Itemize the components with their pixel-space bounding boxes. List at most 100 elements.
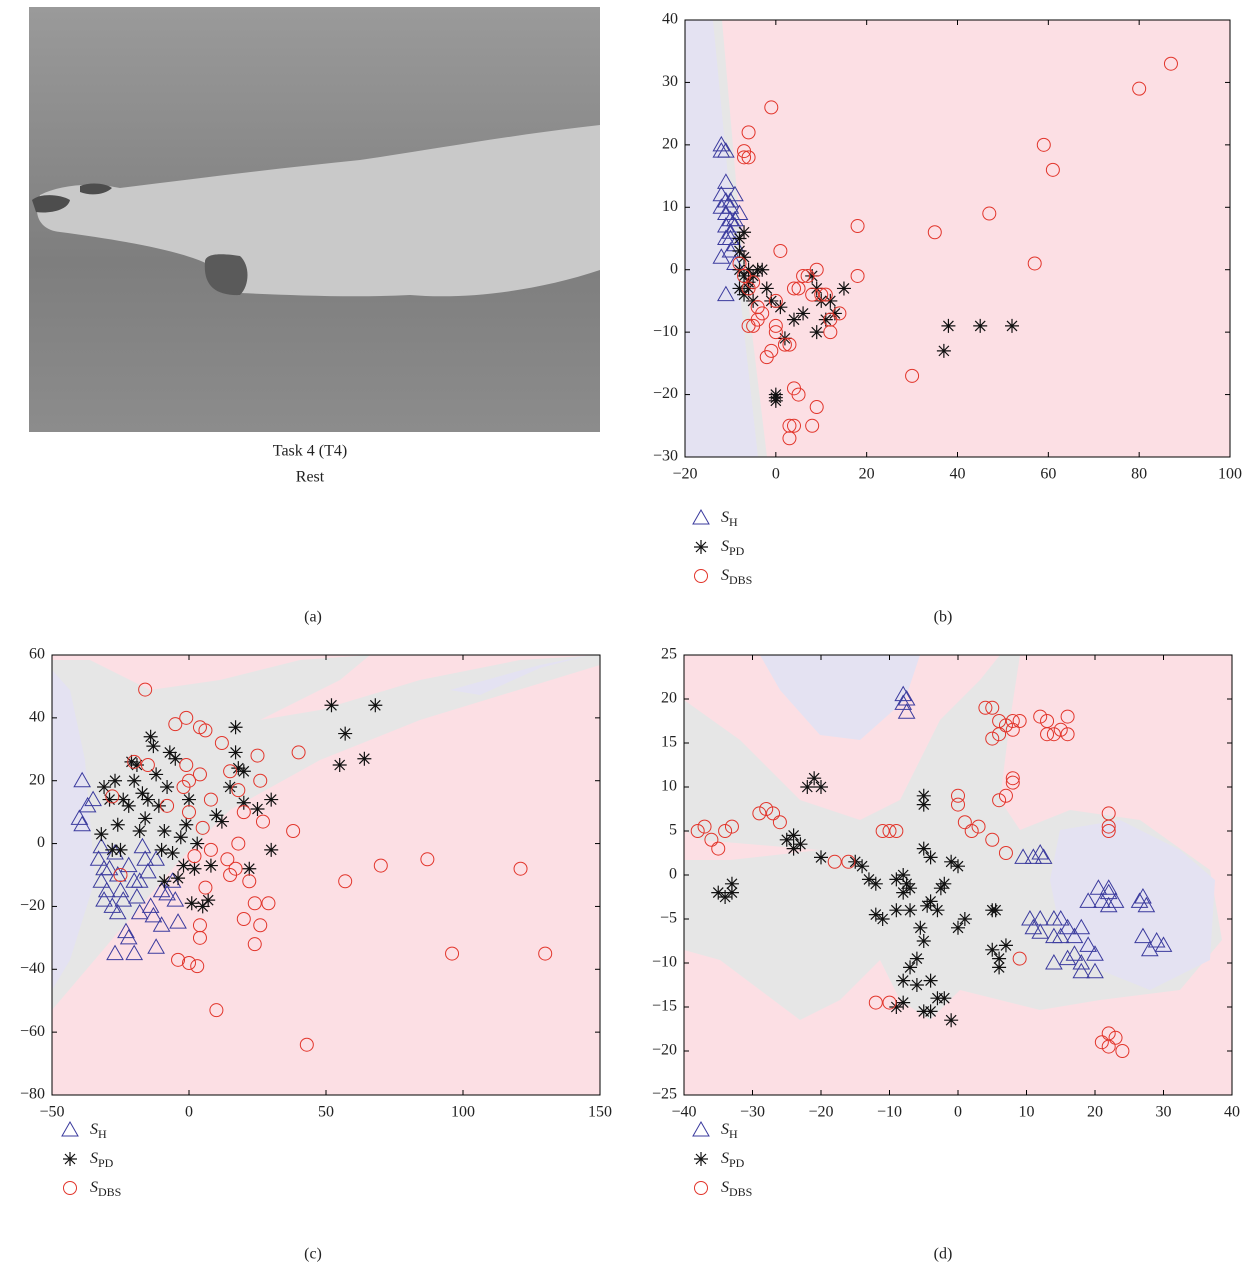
point bbox=[992, 960, 1006, 974]
legend-label: SH bbox=[90, 1121, 107, 1141]
x-tick-label: 100 bbox=[1218, 466, 1242, 483]
point bbox=[127, 774, 141, 788]
point bbox=[122, 799, 136, 813]
point bbox=[903, 960, 917, 974]
point bbox=[941, 319, 955, 333]
point bbox=[920, 899, 934, 913]
x-tick-label: 0 bbox=[954, 1104, 962, 1121]
point bbox=[934, 881, 948, 895]
legend-name: S bbox=[721, 567, 729, 584]
point bbox=[876, 912, 890, 926]
point bbox=[951, 921, 965, 935]
point bbox=[917, 842, 931, 856]
point bbox=[133, 824, 147, 838]
y-tick-label: 30 bbox=[662, 73, 678, 90]
y-tick-label: −20 bbox=[653, 385, 678, 402]
y-tick-label: −15 bbox=[652, 998, 677, 1015]
legend-name: S bbox=[721, 509, 729, 526]
point bbox=[910, 978, 924, 992]
point bbox=[944, 1013, 958, 1027]
point bbox=[913, 921, 927, 935]
point bbox=[814, 850, 828, 864]
point bbox=[937, 344, 951, 358]
photo-caption: Rest bbox=[296, 469, 325, 486]
y-tick-label: 0 bbox=[669, 866, 677, 883]
point bbox=[737, 225, 751, 239]
point bbox=[171, 871, 185, 885]
point bbox=[97, 780, 111, 794]
point bbox=[157, 874, 171, 888]
x-tick-label: 10 bbox=[1019, 1104, 1035, 1121]
legend-subscript: H bbox=[729, 1127, 738, 1141]
legend-subscript: PD bbox=[729, 544, 745, 558]
x-tick-label: 40 bbox=[1224, 1104, 1240, 1121]
legend-marker bbox=[694, 540, 708, 554]
point bbox=[229, 745, 243, 759]
point bbox=[146, 739, 160, 753]
legend-subscript: PD bbox=[98, 1156, 114, 1170]
point bbox=[869, 877, 883, 891]
point bbox=[973, 319, 987, 333]
panel-label: (b) bbox=[934, 609, 953, 626]
point bbox=[215, 815, 229, 829]
legend-subscript: PD bbox=[729, 1156, 745, 1170]
point bbox=[201, 893, 215, 907]
point bbox=[989, 903, 1003, 917]
y-tick-label: 20 bbox=[662, 136, 678, 153]
point bbox=[242, 862, 256, 876]
y-tick-label: −25 bbox=[652, 1086, 677, 1103]
y-tick-label: −10 bbox=[653, 323, 678, 340]
legend-name: S bbox=[90, 1150, 98, 1167]
point bbox=[837, 281, 851, 295]
x-tick-label: 60 bbox=[1040, 466, 1056, 483]
point bbox=[338, 727, 352, 741]
legend-marker bbox=[63, 1152, 77, 1166]
x-tick-label: 0 bbox=[185, 1104, 193, 1121]
page: {"photo":{"caption":["Task 4 (T4)","Rest… bbox=[0, 0, 1255, 1271]
y-tick-label: 40 bbox=[662, 11, 678, 28]
legend-subscript: DBS bbox=[729, 573, 752, 587]
point bbox=[924, 850, 938, 864]
point bbox=[223, 780, 237, 794]
x-tick-label: 100 bbox=[451, 1104, 475, 1121]
y-tick-label: 25 bbox=[661, 646, 677, 663]
point bbox=[903, 903, 917, 917]
point bbox=[179, 818, 193, 832]
point bbox=[160, 780, 174, 794]
point bbox=[807, 771, 821, 785]
legend-marker bbox=[64, 1182, 77, 1195]
point bbox=[810, 325, 824, 339]
point bbox=[910, 952, 924, 966]
point bbox=[204, 859, 218, 873]
y-tick-label: 10 bbox=[662, 198, 678, 215]
x-tick-label: −50 bbox=[39, 1104, 64, 1121]
point bbox=[264, 793, 278, 807]
y-tick-label: −20 bbox=[652, 1042, 677, 1059]
y-tick-label: −40 bbox=[20, 960, 45, 977]
point bbox=[144, 730, 158, 744]
photo bbox=[29, 7, 600, 432]
point bbox=[237, 764, 251, 778]
point bbox=[155, 843, 169, 857]
point bbox=[333, 758, 347, 772]
point bbox=[94, 827, 108, 841]
point bbox=[796, 306, 810, 320]
legend-label: SPD bbox=[721, 538, 745, 558]
x-tick-label: 150 bbox=[588, 1104, 612, 1121]
point bbox=[787, 842, 801, 856]
point bbox=[999, 938, 1013, 952]
legend-marker bbox=[695, 1182, 708, 1195]
legend-label: SDBS bbox=[721, 1179, 752, 1199]
point bbox=[141, 793, 155, 807]
point bbox=[725, 886, 739, 900]
point bbox=[187, 862, 201, 876]
y-tick-label: −60 bbox=[20, 1023, 45, 1040]
point bbox=[157, 824, 171, 838]
x-tick-label: −10 bbox=[877, 1104, 902, 1121]
point bbox=[889, 903, 903, 917]
point bbox=[264, 843, 278, 857]
point bbox=[114, 843, 128, 857]
y-tick-label: 10 bbox=[661, 778, 677, 795]
x-tick-label: −40 bbox=[671, 1104, 696, 1121]
point bbox=[182, 793, 196, 807]
